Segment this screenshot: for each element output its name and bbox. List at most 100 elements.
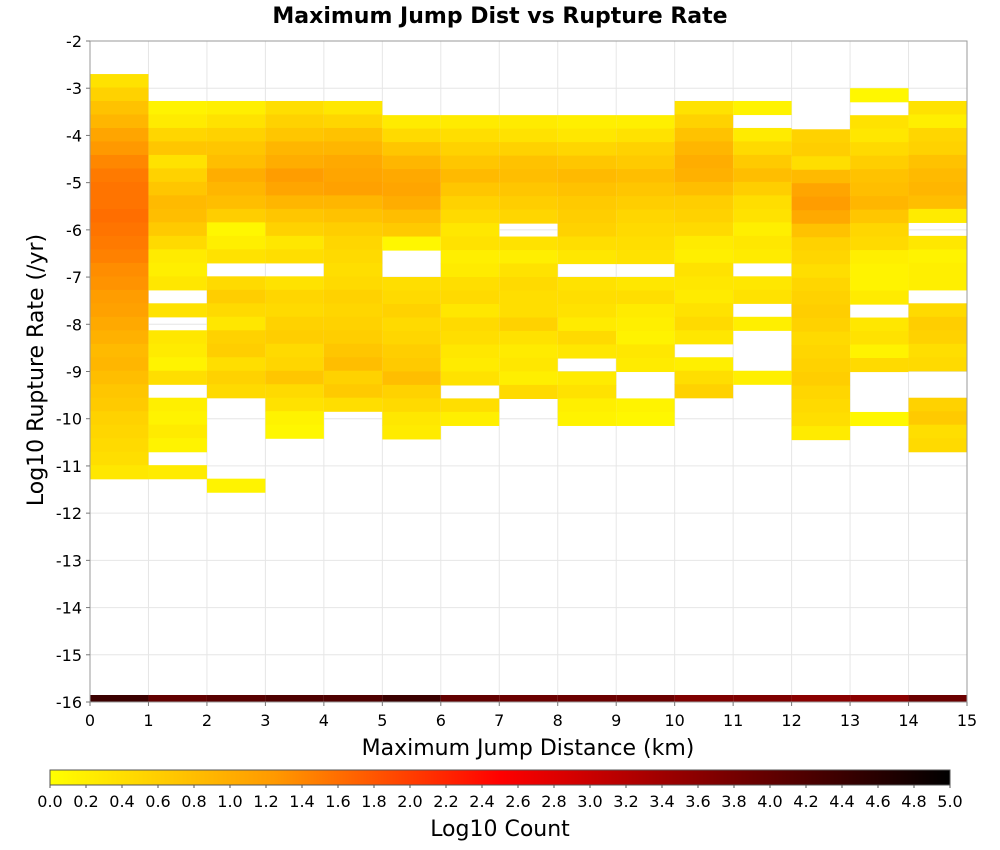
heatmap-cell	[382, 155, 441, 170]
heatmap-cell	[90, 357, 149, 372]
heatmap-cell	[557, 236, 617, 251]
colorbar-tick-label: 0.8	[181, 792, 206, 811]
heatmap-cell	[90, 370, 149, 385]
colorbar-tick-label: 1.2	[253, 792, 278, 811]
heatmap-cell	[850, 155, 909, 170]
heatmap-cell	[557, 169, 617, 184]
heatmap-cell	[265, 195, 324, 210]
colorbar-tick-label: 0.4	[109, 792, 134, 811]
x-tick-label: 3	[260, 711, 270, 730]
heatmap-cell	[440, 290, 500, 305]
y-tick-label: -7	[66, 268, 82, 287]
heatmap-cell	[440, 236, 500, 251]
heatmap-cell	[90, 222, 149, 237]
heatmap-cell	[265, 235, 324, 250]
heatmap-cell	[791, 695, 851, 702]
y-tick-label: -3	[66, 79, 82, 98]
heatmap-cell	[440, 209, 500, 224]
heatmap-cell	[850, 142, 909, 157]
chart-title: Maximum Jump Dist vs Rupture Rate	[272, 4, 727, 29]
heatmap-cell	[265, 181, 324, 196]
heatmap-cell	[440, 142, 500, 157]
heatmap-cell	[674, 168, 734, 183]
heatmap-cell	[206, 276, 266, 291]
heatmap-cell	[90, 695, 149, 702]
heatmap-cell	[908, 343, 967, 358]
heatmap-cell	[616, 303, 675, 319]
colorbar-tick-label: 5.0	[937, 792, 962, 811]
heatmap-cell	[382, 115, 441, 130]
heatmap-cell	[850, 263, 909, 278]
heatmap-cell	[791, 399, 851, 414]
heatmap-cell	[791, 156, 851, 171]
heatmap-cell	[265, 424, 324, 439]
heatmap-cell	[674, 154, 734, 170]
heatmap-cell	[557, 196, 617, 211]
heatmap-cell	[499, 169, 558, 184]
heatmap-cell	[733, 195, 792, 210]
y-axis-ticks: -2 -3 -4 -5 -6 -7 -8 -9 -10 -11 -12 -13 -14 -15 -16	[56, 32, 90, 712]
heatmap-cell	[733, 100, 792, 116]
heatmap-cell	[148, 127, 207, 143]
heatmap-cell	[557, 317, 617, 332]
heatmap-cell	[90, 330, 149, 345]
heatmap-cell	[616, 209, 675, 224]
heatmap-cell	[499, 276, 558, 292]
heatmap-cell	[499, 357, 558, 373]
heatmap-cell	[850, 290, 909, 305]
heatmap-cell	[440, 155, 500, 170]
heatmap-cell	[90, 411, 149, 426]
heatmap-cell	[148, 208, 207, 223]
heatmap-cell	[674, 316, 734, 331]
heatmap-cell	[557, 695, 617, 702]
heatmap-cell	[90, 424, 149, 439]
heatmap-cell	[908, 208, 967, 223]
heatmap-cell	[148, 195, 207, 210]
heatmap-cell	[908, 330, 967, 345]
x-tick-label: 5	[377, 711, 387, 730]
heatmap-cell	[616, 223, 675, 238]
heatmap-cell	[265, 114, 324, 129]
heatmap-cell	[440, 330, 500, 346]
heatmap-cell	[674, 208, 734, 223]
x-tick-label: 12	[781, 711, 801, 730]
heatmap-cell	[557, 384, 617, 399]
heatmap-cell	[323, 114, 383, 129]
heatmap-cell	[674, 357, 734, 372]
heatmap-cell	[265, 695, 324, 702]
heatmap-cell	[90, 235, 149, 251]
heatmap-cell	[791, 385, 851, 400]
heatmap-cell	[206, 357, 266, 372]
heatmap-cell	[499, 209, 558, 224]
heatmap-cell	[850, 88, 909, 103]
heatmap-cell	[148, 114, 207, 129]
heatmap-cell	[382, 330, 441, 346]
heatmap-cell	[557, 330, 617, 346]
heatmap-cell	[733, 695, 792, 702]
heatmap-cell	[148, 100, 207, 116]
heatmap-cell	[733, 316, 792, 331]
heatmap-cell	[908, 357, 967, 372]
colorbar-tick-label: 0.6	[145, 792, 170, 811]
heatmap-cell	[90, 465, 149, 480]
heatmap-cell	[557, 276, 617, 292]
heatmap-cell	[323, 397, 383, 412]
heatmap-cell	[323, 276, 383, 291]
heatmap-cell	[206, 235, 266, 250]
heatmap-cell	[850, 695, 909, 702]
heatmap-cell	[733, 208, 792, 223]
heatmap-cell	[908, 249, 967, 264]
heatmap-cell	[440, 695, 500, 702]
heatmap-cell	[323, 289, 383, 304]
heatmap-cell	[733, 181, 792, 196]
heatmap-cell	[382, 303, 441, 319]
heatmap-cell	[908, 695, 967, 702]
heatmap-cell	[791, 426, 851, 441]
heatmap-cell	[206, 141, 266, 156]
heatmap-cell	[265, 289, 324, 304]
y-tick-label: -5	[66, 174, 82, 193]
heatmap-cell	[557, 142, 617, 157]
heatmap-cell	[148, 303, 207, 318]
x-tick-label: 9	[611, 711, 621, 730]
